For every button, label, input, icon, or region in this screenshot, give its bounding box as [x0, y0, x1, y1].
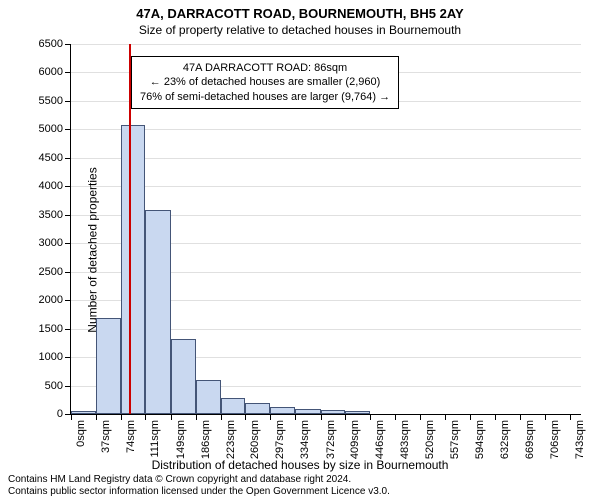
- annotation-line3: 76% of semi-detached houses are larger (…: [140, 90, 390, 104]
- y-tick-label: 6500: [39, 38, 71, 50]
- footer-line2: Contains public sector information licen…: [8, 486, 390, 498]
- x-tick: [345, 414, 346, 420]
- x-tick-label: 706sqm: [549, 420, 561, 459]
- x-tick: [145, 414, 146, 420]
- x-tick: [370, 414, 371, 420]
- x-tick: [420, 414, 421, 420]
- x-tick-label: 334sqm: [299, 420, 311, 459]
- x-tick-label: 743sqm: [574, 420, 586, 459]
- y-tick-label: 500: [45, 380, 71, 392]
- y-tick-label: 5500: [39, 95, 71, 107]
- x-tick: [545, 414, 546, 420]
- x-tick: [445, 414, 446, 420]
- chart-subtitle: Size of property relative to detached ho…: [0, 21, 600, 37]
- annotation-box: 47A DARRACOTT ROAD: 86sqm ← 23% of detac…: [131, 56, 399, 109]
- x-tick-label: 149sqm: [175, 420, 187, 459]
- x-tick-label: 446sqm: [374, 420, 386, 459]
- grid-line: [71, 158, 581, 159]
- histogram-bar: [345, 411, 370, 414]
- x-tick: [221, 414, 222, 420]
- x-tick: [121, 414, 122, 420]
- histogram-bar: [295, 409, 321, 414]
- histogram-bar: [245, 403, 270, 414]
- x-tick-label: 520sqm: [424, 420, 436, 459]
- y-tick-label: 0: [57, 408, 71, 420]
- plot-area: 0500100015002000250030003500400045005000…: [70, 44, 581, 415]
- x-tick-label: 409sqm: [349, 420, 361, 459]
- x-tick-label: 669sqm: [524, 420, 536, 459]
- y-tick-label: 1000: [39, 351, 71, 363]
- y-tick-label: 4000: [39, 180, 71, 192]
- histogram-bar: [96, 318, 121, 414]
- y-tick-label: 3500: [39, 209, 71, 221]
- y-tick-label: 3000: [39, 237, 71, 249]
- chart-title: 47A, DARRACOTT ROAD, BOURNEMOUTH, BH5 2A…: [0, 0, 600, 21]
- footer: Contains HM Land Registry data © Crown c…: [8, 474, 390, 498]
- x-tick-label: 223sqm: [225, 420, 237, 459]
- footer-line1: Contains HM Land Registry data © Crown c…: [8, 474, 390, 486]
- x-tick-label: 632sqm: [499, 420, 511, 459]
- chart-container: 47A, DARRACOTT ROAD, BOURNEMOUTH, BH5 2A…: [0, 0, 600, 500]
- histogram-bar: [71, 411, 96, 414]
- x-tick: [321, 414, 322, 420]
- x-tick-label: 186sqm: [200, 420, 212, 459]
- x-tick-label: 111sqm: [149, 420, 161, 458]
- grid-line: [71, 44, 581, 45]
- histogram-bar: [321, 410, 346, 414]
- x-tick: [570, 414, 571, 420]
- x-tick: [71, 414, 72, 420]
- x-tick: [520, 414, 521, 420]
- histogram-bar: [145, 210, 171, 414]
- y-tick-label: 2000: [39, 294, 71, 306]
- x-tick-label: 297sqm: [274, 420, 286, 459]
- y-tick-label: 4500: [39, 152, 71, 164]
- x-tick: [470, 414, 471, 420]
- x-tick: [270, 414, 271, 420]
- histogram-bar: [270, 407, 295, 414]
- histogram-bar: [196, 380, 221, 414]
- x-tick-label: 483sqm: [399, 420, 411, 459]
- y-tick-label: 1500: [39, 323, 71, 335]
- x-tick-label: 0sqm: [75, 420, 87, 447]
- x-tick-label: 594sqm: [474, 420, 486, 459]
- x-tick-label: 557sqm: [449, 420, 461, 459]
- x-tick: [171, 414, 172, 420]
- grid-line: [71, 186, 581, 187]
- y-tick-label: 2500: [39, 266, 71, 278]
- histogram-bar: [221, 398, 246, 415]
- histogram-bar: [121, 125, 146, 414]
- y-tick-label: 6000: [39, 66, 71, 78]
- y-tick-label: 5000: [39, 123, 71, 135]
- annotation-line2: ← 23% of detached houses are smaller (2,…: [140, 75, 390, 89]
- x-tick: [395, 414, 396, 420]
- x-tick-label: 372sqm: [325, 420, 337, 459]
- x-axis-title: Distribution of detached houses by size …: [0, 458, 600, 472]
- x-tick: [495, 414, 496, 420]
- grid-line: [71, 129, 581, 130]
- x-tick: [295, 414, 296, 420]
- histogram-bar: [171, 339, 196, 414]
- x-tick-label: 74sqm: [125, 420, 137, 453]
- x-tick-label: 260sqm: [249, 420, 261, 459]
- x-tick: [196, 414, 197, 420]
- x-tick: [245, 414, 246, 420]
- x-tick-label: 37sqm: [100, 420, 112, 453]
- x-tick: [96, 414, 97, 420]
- annotation-line1: 47A DARRACOTT ROAD: 86sqm: [140, 61, 390, 75]
